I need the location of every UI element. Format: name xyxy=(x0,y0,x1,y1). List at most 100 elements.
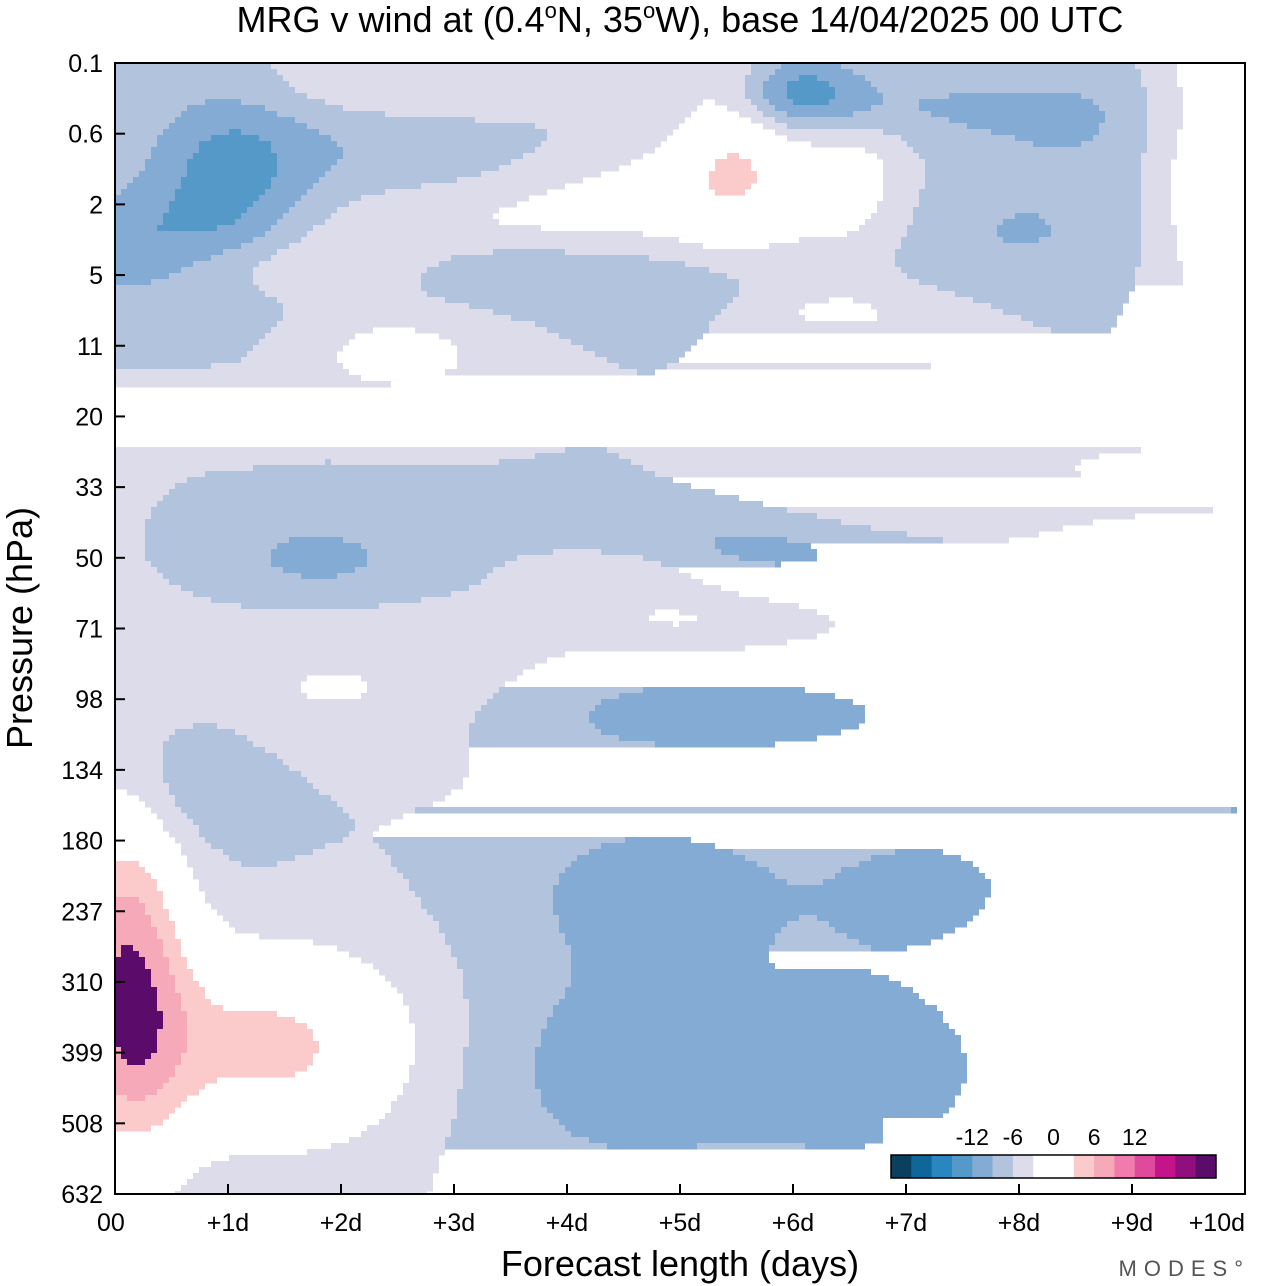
wind-contour-cell xyxy=(1141,195,1171,202)
wind-contour-cell xyxy=(187,1041,319,1048)
wind-contour-cell xyxy=(187,165,277,172)
wind-contour-cell xyxy=(277,297,445,304)
wind-contour-cell xyxy=(403,999,469,1006)
wind-contour-cell xyxy=(535,123,679,130)
wind-contour-cell xyxy=(199,879,409,886)
wind-contour-cell xyxy=(595,723,859,730)
colorbar-swatch xyxy=(891,1155,912,1178)
wind-contour-cell xyxy=(163,129,229,136)
wind-contour-cell xyxy=(349,201,517,208)
wind-contour-cell xyxy=(259,933,445,940)
wind-contour-cell xyxy=(181,849,223,856)
wind-contour-cell xyxy=(871,81,1141,88)
wind-contour-cell xyxy=(1147,111,1183,118)
wind-contour-cell xyxy=(871,105,919,112)
wind-contour-cell xyxy=(115,357,241,364)
colorbar-swatch xyxy=(992,1155,1014,1178)
wind-contour-cell xyxy=(115,645,745,652)
wind-contour-cell xyxy=(553,903,985,910)
wind-contour-cell xyxy=(769,75,799,82)
wind-contour-cell xyxy=(769,99,793,106)
wind-contour-cell xyxy=(541,1089,961,1096)
wind-contour-cell xyxy=(163,219,235,226)
wind-contour-cell xyxy=(823,879,991,886)
wind-contour-cell xyxy=(817,75,865,82)
wind-contour-cell xyxy=(121,945,133,952)
wind-contour-cell xyxy=(391,1101,457,1108)
wind-contour-cell xyxy=(517,555,643,562)
wind-contour-cell xyxy=(649,255,895,262)
wind-contour-cell xyxy=(433,915,559,922)
wind-contour-cell xyxy=(1135,63,1177,70)
wind-contour-cell xyxy=(565,939,775,946)
wind-contour-cell xyxy=(439,927,559,934)
wind-contour-cell xyxy=(115,75,283,82)
wind-contour-cell xyxy=(787,879,823,886)
wind-contour-cell xyxy=(295,117,475,124)
wind-contour-cell xyxy=(847,933,943,940)
wind-contour-cell xyxy=(301,771,469,778)
wind-contour-cell xyxy=(115,1041,157,1048)
wind-contour-cell xyxy=(115,291,265,298)
wind-contour-cell xyxy=(763,81,787,88)
wind-contour-cell xyxy=(115,735,169,742)
wind-contour-cell xyxy=(145,903,163,910)
wind-contour-cell xyxy=(157,1041,187,1048)
wind-contour-cell xyxy=(373,837,625,844)
wind-contour-cell xyxy=(325,171,481,178)
wind-contour-cell xyxy=(565,993,919,1000)
wind-contour-cell xyxy=(283,315,511,322)
wind-contour-cell xyxy=(115,999,157,1006)
wind-contour-cell xyxy=(571,981,901,988)
wind-contour-cell xyxy=(829,81,871,88)
wind-contour-cell xyxy=(163,951,181,958)
wind-contour-cell xyxy=(253,345,343,352)
wind-contour-cell xyxy=(307,93,745,100)
wind-contour-cell xyxy=(289,81,745,88)
wind-contour-cell xyxy=(313,939,445,946)
wind-contour-cell xyxy=(163,819,193,826)
wind-contour-cell xyxy=(829,921,967,928)
wind-contour-cell xyxy=(115,279,151,286)
wind-contour-cell xyxy=(523,153,643,160)
wind-contour-cell xyxy=(931,111,1105,118)
wind-contour-cell xyxy=(277,69,751,76)
wind-contour-cell xyxy=(115,531,145,538)
wind-contour-cell xyxy=(115,1083,163,1090)
wind-contour-cell xyxy=(319,177,457,184)
y-tick-label: 98 xyxy=(75,686,103,714)
wind-contour-cell xyxy=(115,117,175,124)
wind-contour-cell xyxy=(115,261,193,268)
wind-contour-cell xyxy=(535,1065,967,1072)
wind-contour-cell xyxy=(1147,141,1177,148)
wind-contour-cell xyxy=(709,267,901,274)
plot-area xyxy=(115,63,1237,1195)
y-tick-label: 5 xyxy=(89,262,103,290)
wind-contour-cell xyxy=(1141,81,1177,88)
wind-contour-cell xyxy=(115,189,121,196)
wind-contour-cell xyxy=(463,975,571,982)
wind-contour-cell xyxy=(115,501,157,508)
wind-contour-cell xyxy=(715,189,745,196)
wind-contour-cell xyxy=(115,351,247,358)
wind-contour-cell xyxy=(115,573,163,580)
wind-contour-cell xyxy=(511,159,631,166)
wind-contour-cell xyxy=(907,273,1135,280)
wind-contour-cell xyxy=(115,867,145,874)
wind-contour-cell xyxy=(451,1119,559,1126)
wind-contour-cell xyxy=(163,495,739,502)
wind-contour-cell xyxy=(1141,225,1177,232)
wind-contour-cell xyxy=(187,159,277,166)
wind-contour-cell xyxy=(901,237,1003,244)
wind-contour-cell xyxy=(271,63,751,70)
wind-contour-cell xyxy=(115,231,265,238)
wind-contour-cell xyxy=(331,213,493,220)
wind-contour-cell xyxy=(1147,135,1177,142)
wind-contour-cell xyxy=(1147,129,1177,136)
wind-contour-cell xyxy=(871,855,961,862)
wind-contour-cell xyxy=(787,537,943,544)
wind-contour-cell xyxy=(553,1113,943,1120)
wind-contour-cell xyxy=(115,519,145,526)
wind-contour-cell xyxy=(331,459,499,466)
wind-contour-cell xyxy=(115,981,151,988)
